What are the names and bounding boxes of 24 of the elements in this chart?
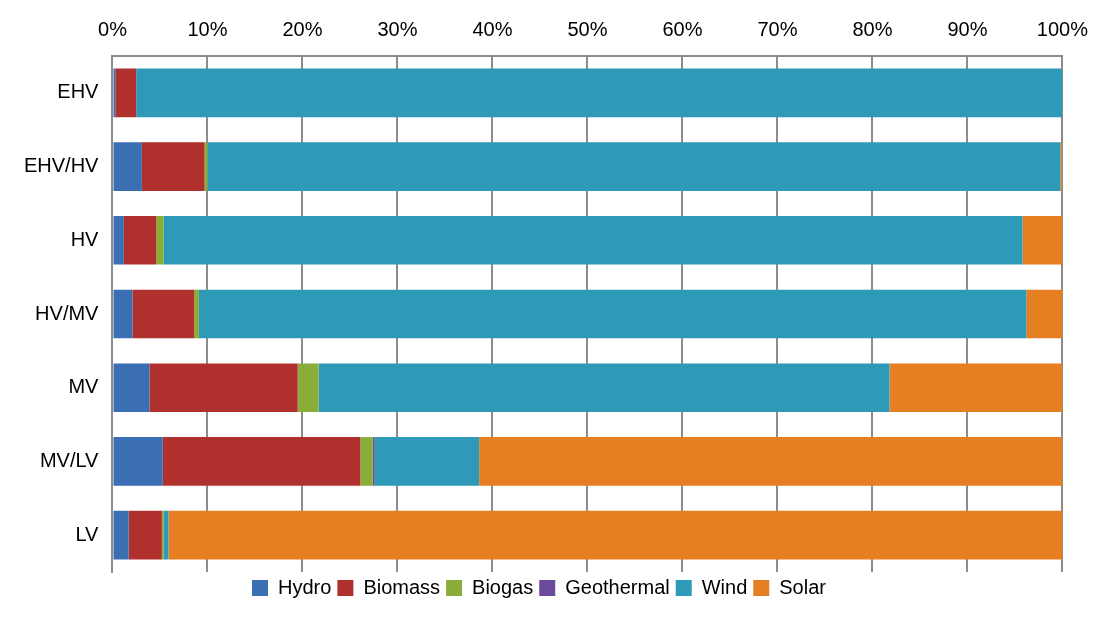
y-tick-label: HV xyxy=(70,227,100,250)
x-tick-label: 10% xyxy=(187,17,228,40)
legend-label: Solar xyxy=(779,575,827,598)
y-tick-label: EHV xyxy=(57,80,100,103)
x-tick-label: 30% xyxy=(377,17,418,40)
x-tick-label: 0% xyxy=(98,17,128,40)
x-tick-label: 100% xyxy=(1036,17,1089,40)
x-tick-label: 20% xyxy=(282,17,323,40)
legend-label: Hydro xyxy=(278,575,332,598)
y-tick-label: LV xyxy=(75,522,100,545)
y-tick-label: MV xyxy=(68,375,100,398)
x-tick-label: 70% xyxy=(757,17,798,40)
legend-label: Wind xyxy=(701,575,748,598)
legend-label: Biogas xyxy=(472,575,534,598)
legend-label: Biomass xyxy=(363,575,441,598)
legend-label: Geothermal xyxy=(565,575,670,598)
y-tick-label: MV/LV xyxy=(39,448,100,471)
x-tick-label: 40% xyxy=(472,17,513,40)
x-tick-label: 60% xyxy=(662,17,703,40)
x-tick-label: 50% xyxy=(567,17,608,40)
y-tick-label: HV/MV xyxy=(35,301,100,324)
x-tick-label: 90% xyxy=(947,17,988,40)
y-tick-label: EHV/HV xyxy=(23,154,100,177)
x-tick-label: 80% xyxy=(852,17,893,40)
